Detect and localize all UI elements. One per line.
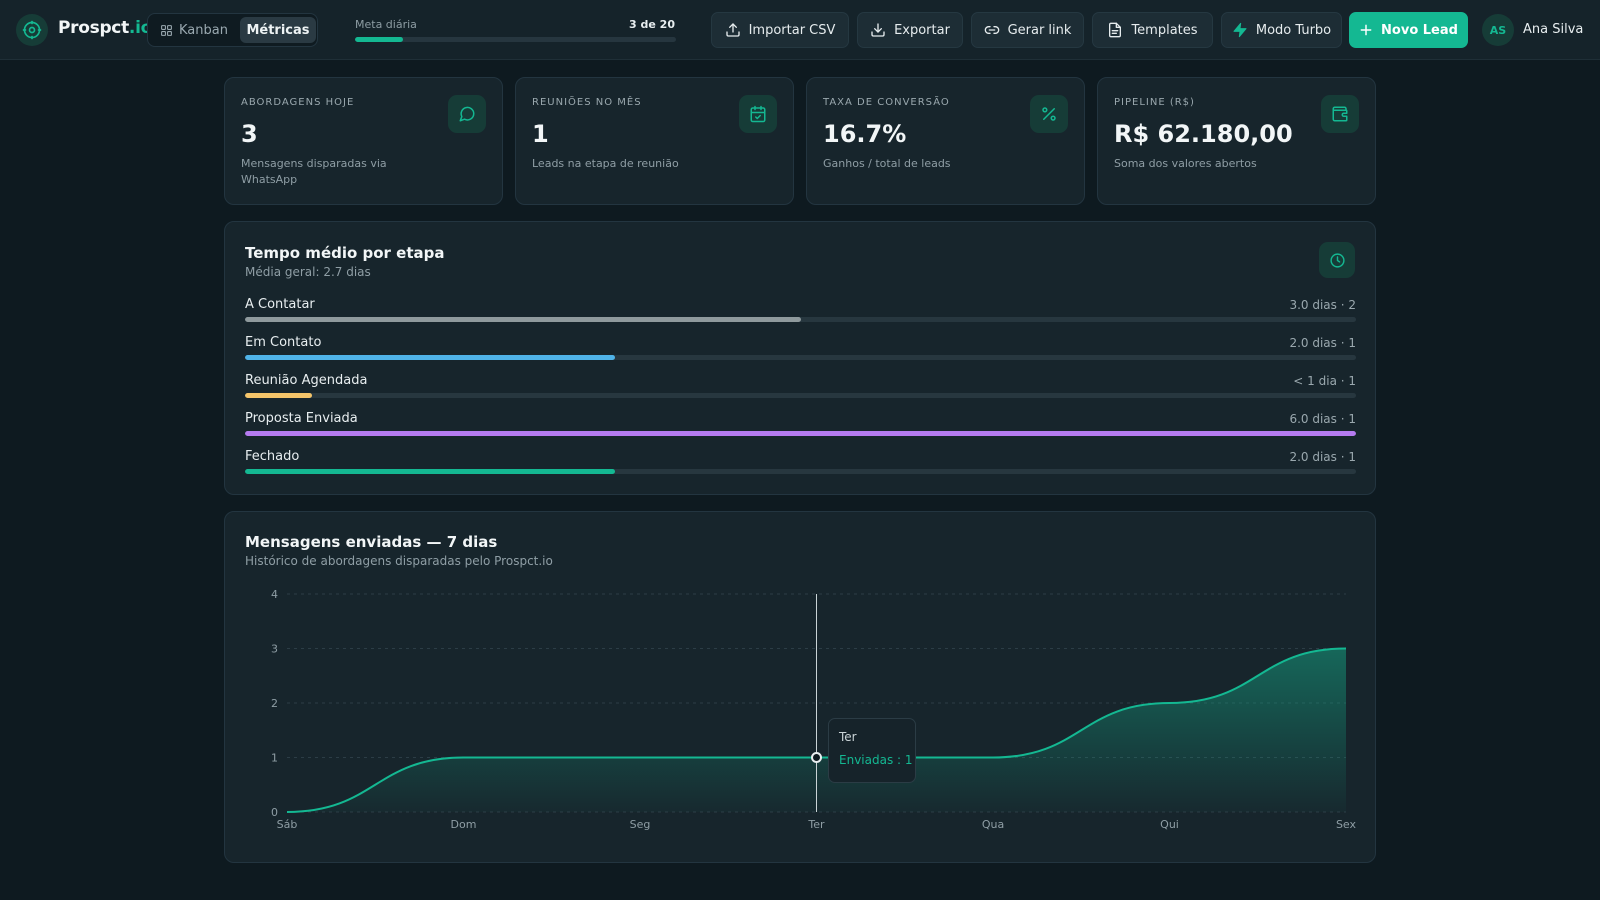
stage-bar — [245, 469, 1356, 474]
templates-button[interactable]: Templates — [1092, 12, 1213, 48]
tab-kanban[interactable]: Kanban — [156, 17, 236, 43]
tab-metricas-label: Métricas — [246, 22, 310, 38]
app-name: Prospct — [58, 18, 129, 38]
generate-link-label: Gerar link — [1007, 22, 1072, 38]
kpi-card-pipeline: PIPELINE (R$) R$ 62.180,00 Soma dos valo… — [1097, 77, 1376, 205]
stage-name: Proposta Enviada — [245, 411, 358, 426]
stage-bar — [245, 393, 1356, 398]
stage-name: Reunião Agendada — [245, 373, 368, 388]
stage-bar-fill — [245, 317, 801, 322]
turbo-mode-button[interactable]: Modo Turbo — [1221, 12, 1342, 48]
new-lead-button[interactable]: Novo Lead — [1349, 12, 1468, 48]
link-icon — [984, 25, 999, 34]
export-button[interactable]: Exportar — [857, 12, 963, 48]
lightning-icon — [1233, 22, 1247, 38]
stage-bar-fill — [245, 355, 615, 360]
chart-tooltip: Ter Enviadas : 1 — [828, 718, 916, 783]
upload-icon — [725, 23, 740, 37]
import-csv-button[interactable]: Importar CSV — [711, 12, 849, 48]
generate-link-button[interactable]: Gerar link — [971, 12, 1084, 48]
stage-row-reuniao-agendada: Reunião Agendada < 1 dia · 1 — [245, 373, 1356, 403]
stage-name: Fechado — [245, 449, 300, 464]
wallet-icon — [1321, 95, 1359, 133]
turbo-mode-label: Modo Turbo — [1255, 22, 1332, 38]
crosshair-logo-icon — [16, 14, 48, 46]
stage-bar — [245, 355, 1356, 360]
kpi-value: 3 — [241, 120, 258, 148]
kpi-label: REUNIÕES NO MÊS — [532, 97, 642, 108]
tooltip-day: Ter — [839, 730, 857, 744]
avatar[interactable]: AS — [1482, 14, 1514, 46]
kpi-value: R$ 62.180,00 — [1114, 120, 1293, 148]
tab-metricas[interactable]: Métricas — [240, 17, 316, 43]
calendar-check-icon — [739, 95, 777, 133]
stage-bar-fill — [245, 469, 615, 474]
kpi-card-reunioes: REUNIÕES NO MÊS 1 Leads na etapa de reun… — [515, 77, 794, 205]
stage-bar — [245, 431, 1356, 436]
percent-icon — [1030, 95, 1068, 133]
chart-title: Mensagens enviadas — 7 dias — [245, 533, 498, 551]
tooltip-value: Enviadas : 1 — [839, 753, 913, 767]
kpi-value: 16.7% — [823, 120, 907, 148]
daily-goal-count: 3 de 20 — [629, 18, 675, 31]
app-name-suffix: .io — [128, 18, 152, 38]
user-name[interactable]: Ana Silva — [1523, 22, 1584, 37]
stage-bar-fill — [245, 431, 1356, 436]
kpi-card-abordagens: ABORDAGENS HOJE 3 Mensagens disparadas v… — [224, 77, 503, 205]
view-switcher: Kanban Métricas — [147, 13, 318, 47]
stage-name: Em Contato — [245, 335, 322, 350]
kpi-value: 1 — [532, 120, 549, 148]
stage-time-card: Tempo médio por etapa Média geral: 2.7 d… — [224, 221, 1376, 495]
kpi-label: PIPELINE (R$) — [1114, 97, 1195, 108]
stage-meta: 2.0 dias · 1 — [1289, 336, 1356, 350]
stage-meta: 3.0 dias · 2 — [1289, 298, 1356, 312]
kpi-description: Ganhos / total de leads — [823, 157, 951, 170]
stage-time-subtitle: Média geral: 2.7 dias — [245, 265, 371, 279]
message-circle-icon — [448, 95, 486, 133]
kpi-description: Mensagens disparadas via WhatsApp — [241, 157, 387, 186]
stage-meta: 2.0 dias · 1 — [1289, 450, 1356, 464]
top-bar: Prospct.io Kanban Métricas Meta diária 3… — [0, 0, 1600, 60]
daily-goal-progress — [355, 37, 676, 42]
clock-icon — [1319, 242, 1355, 278]
stage-time-title: Tempo médio por etapa — [245, 244, 445, 262]
chart-subtitle: Histórico de abordagens disparadas pelo … — [245, 554, 553, 568]
stage-meta: 6.0 dias · 1 — [1289, 412, 1356, 426]
kpi-card-conversao: TAXA DE CONVERSÃO 16.7% Ganhos / total d… — [806, 77, 1085, 205]
daily-goal-progress-fill — [355, 37, 404, 42]
file-text-icon — [1109, 22, 1122, 38]
stage-row-a-contatar: A Contatar 3.0 dias · 2 — [245, 297, 1356, 327]
stage-meta: < 1 dia · 1 — [1293, 374, 1356, 388]
stage-row-em-contato: Em Contato 2.0 dias · 1 — [245, 335, 1356, 365]
kpi-description: Leads na etapa de reunião — [532, 157, 679, 170]
new-lead-label: Novo Lead — [1381, 22, 1458, 38]
stage-bar — [245, 317, 1356, 322]
plus-icon — [1360, 24, 1372, 36]
stage-bar-fill — [245, 393, 312, 398]
kpi-label: ABORDAGENS HOJE — [241, 97, 355, 108]
stage-row-fechado: Fechado 2.0 dias · 1 — [245, 449, 1356, 479]
import-csv-label: Importar CSV — [748, 22, 836, 38]
stage-name: A Contatar — [245, 297, 315, 312]
kpi-description: Soma dos valores abertos — [1114, 157, 1257, 170]
stage-row-proposta-enviada: Proposta Enviada 6.0 dias · 1 — [245, 411, 1356, 441]
kpi-label: TAXA DE CONVERSÃO — [823, 97, 950, 108]
tab-kanban-label: Kanban — [179, 22, 228, 38]
export-label: Exportar — [894, 22, 950, 38]
messages-chart-card: Mensagens enviadas — 7 dias Histórico de… — [224, 511, 1376, 863]
daily-goal-label: Meta diária — [355, 18, 417, 31]
grid-icon — [161, 24, 172, 36]
app-logo: Prospct.io — [58, 18, 152, 38]
templates-label: Templates — [1131, 22, 1198, 38]
download-icon — [871, 23, 885, 37]
